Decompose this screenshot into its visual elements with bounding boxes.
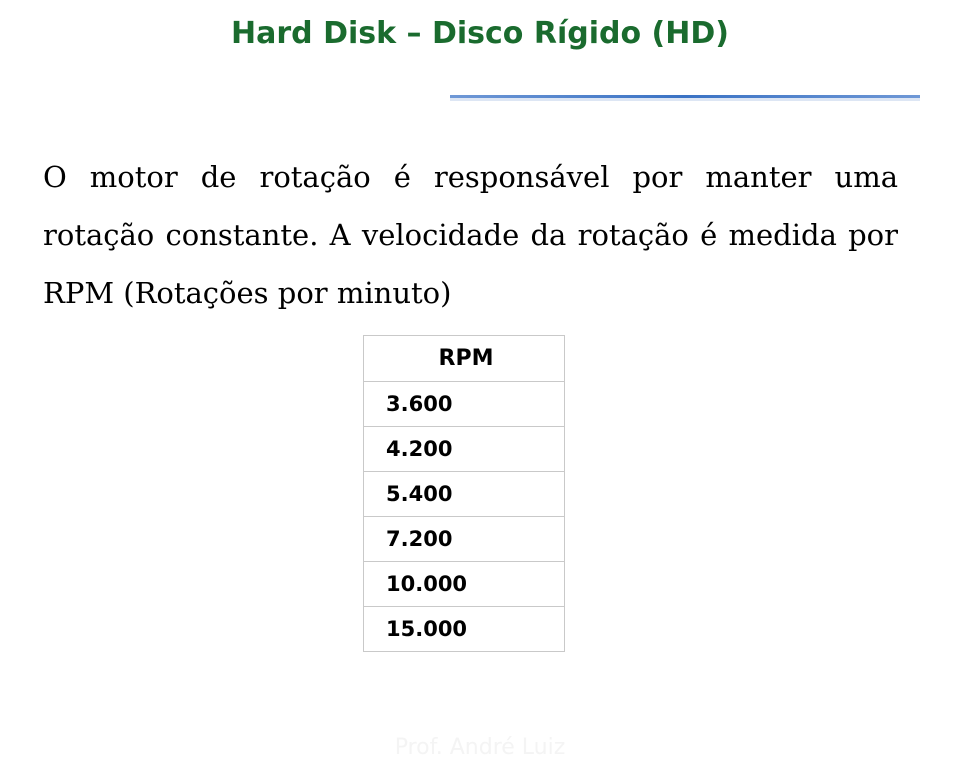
table-row: 3.600: [364, 382, 565, 427]
table-header-row: RPM: [364, 336, 565, 382]
page-title: Hard Disk – Disco Rígido (HD): [0, 16, 960, 51]
table-row: 15.000: [364, 607, 565, 652]
table-body: 3.600 4.200 5.400 7.200 10.000 15.000: [364, 382, 565, 652]
table-row: 5.400: [364, 472, 565, 517]
table-cell: 10.000: [364, 562, 565, 607]
table-row: 10.000: [364, 562, 565, 607]
divider-line: [450, 95, 920, 101]
table-row: 7.200: [364, 517, 565, 562]
table-cell: 5.400: [364, 472, 565, 517]
table-cell: 4.200: [364, 427, 565, 472]
rpm-table: RPM 3.600 4.200 5.400 7.200 10.000 15.00…: [363, 335, 565, 652]
table-row: 4.200: [364, 427, 565, 472]
footer-author: Prof. André Luiz: [0, 735, 960, 760]
table-cell: 15.000: [364, 607, 565, 652]
table-header: RPM: [364, 336, 565, 382]
slide-page: Hard Disk – Disco Rígido (HD) O motor de…: [0, 0, 960, 772]
table-cell: 3.600: [364, 382, 565, 427]
body-paragraph: O motor de rotação é responsável por man…: [43, 148, 898, 322]
table-cell: 7.200: [364, 517, 565, 562]
